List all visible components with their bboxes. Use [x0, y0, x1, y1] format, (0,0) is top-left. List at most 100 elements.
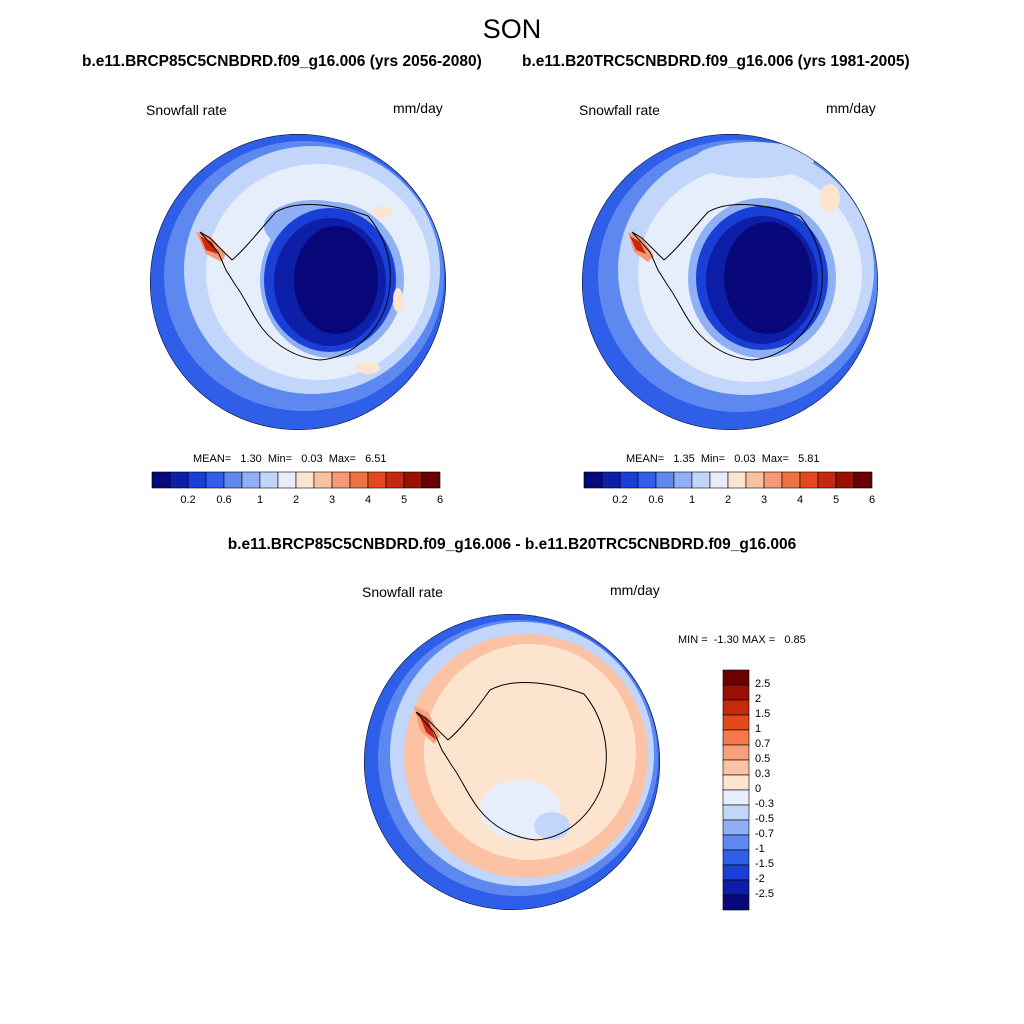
colorbar-tick-label: 0.2 — [612, 494, 628, 506]
colorbar-tick-label: -2.5 — [755, 888, 774, 900]
colorbar-swatch — [835, 471, 855, 489]
colorbar-swatch — [637, 471, 657, 489]
colorbar-swatch — [205, 471, 225, 489]
colorbar-tick-label: 4 — [796, 494, 804, 506]
colorbar-tick-label: 2 — [755, 693, 762, 705]
colorbar-tick-label: 2.5 — [755, 678, 771, 690]
colorbar-tick-label: -1.5 — [755, 858, 774, 870]
colorbar-tick-label: 1 — [755, 723, 762, 735]
colorbar-swatch — [722, 699, 750, 716]
panel-2-stats: MEAN= 1.35 Min= 0.03 Max= 5.81 — [626, 453, 820, 465]
colorbar-swatch — [722, 864, 750, 881]
panel-1-units-label: mm/day — [393, 100, 443, 116]
colorbar-swatch — [722, 774, 750, 791]
antarctica-coastline — [415, 681, 607, 841]
colorbar-swatch — [722, 849, 750, 866]
colorbar-swatch — [727, 471, 747, 489]
colorbar-tick-label: -2 — [755, 873, 765, 885]
colorbar-swatch — [781, 471, 801, 489]
colorbar-tick-label: 0.5 — [755, 753, 771, 765]
colorbar-swatch — [722, 714, 750, 731]
colorbar-swatch — [619, 471, 639, 489]
colorbar-swatch — [187, 471, 207, 489]
colorbar-swatch — [259, 471, 279, 489]
panel-2-variable-label: Snowfall rate — [579, 102, 660, 118]
map-panel-diff — [364, 614, 660, 910]
diff-variable-label: Snowfall rate — [362, 584, 443, 600]
colorbar-tick-label: -1 — [755, 843, 765, 855]
colorbar-swatch — [799, 471, 819, 489]
colorbar-tick-label: 0.2 — [180, 494, 196, 506]
panel-1-stats: MEAN= 1.30 Min= 0.03 Max= 6.51 — [193, 453, 387, 465]
diff-stats: MIN = -1.30 MAX = 0.85 — [678, 634, 806, 646]
colorbar-swatch — [763, 471, 783, 489]
colorbar-tick-label: 0 — [755, 783, 762, 795]
colorbar-swatch — [601, 471, 621, 489]
panel-2-units-label: mm/day — [826, 100, 876, 116]
colorbar-diff — [722, 669, 750, 911]
panel-2-title: b.e11.B20TRC5CNBDRD.f09_g16.006 (yrs 198… — [522, 53, 910, 70]
colorbar-swatch — [722, 789, 750, 806]
colorbar-swatch — [745, 471, 765, 489]
colorbar-swatch — [223, 471, 243, 489]
colorbar-swatch — [722, 834, 750, 851]
colorbar-swatch — [151, 471, 171, 489]
colorbar-swatch — [722, 744, 750, 761]
colorbar-panel-1 — [151, 471, 441, 489]
figure-title: SON — [482, 14, 542, 44]
colorbar-swatch — [691, 471, 711, 489]
colorbar-swatch — [817, 471, 837, 489]
colorbar-swatch — [241, 471, 261, 489]
colorbar-swatch — [367, 471, 387, 489]
colorbar-tick-label: -0.7 — [755, 828, 774, 840]
colorbar-panel-2 — [583, 471, 873, 489]
colorbar-swatch — [583, 471, 603, 489]
colorbar-tick-label: 3 — [328, 494, 336, 506]
colorbar-swatch — [655, 471, 675, 489]
colorbar-tick-label: 0.3 — [755, 768, 771, 780]
colorbar-swatch — [722, 804, 750, 821]
colorbar-swatch — [295, 471, 315, 489]
colorbar-tick-label: 5 — [832, 494, 840, 506]
colorbar-tick-label: 1 — [688, 494, 696, 506]
colorbar-tick-label: 2 — [724, 494, 732, 506]
colorbar-tick-label: 6 — [436, 494, 444, 506]
antarctica-coastline — [631, 203, 823, 361]
antarctica-coastline — [199, 203, 391, 361]
colorbar-tick-label: 2 — [292, 494, 300, 506]
colorbar-tick-label: 5 — [400, 494, 408, 506]
colorbar-tick-label: 1 — [256, 494, 264, 506]
colorbar-swatch — [421, 471, 441, 489]
colorbar-swatch — [313, 471, 333, 489]
map-panel-2 — [582, 134, 878, 430]
colorbar-tick-label: 0.7 — [755, 738, 771, 750]
colorbar-swatch — [722, 879, 750, 896]
diff-panel-title: b.e11.BRCP85C5CNBDRD.f09_g16.006 - b.e11… — [227, 536, 797, 553]
colorbar-tick-label: 0.6 — [648, 494, 664, 506]
colorbar-tick-label: 4 — [364, 494, 372, 506]
colorbar-swatch — [722, 669, 750, 686]
colorbar-swatch — [853, 471, 873, 489]
map-panel-1 — [150, 134, 446, 430]
colorbar-swatch — [722, 684, 750, 701]
colorbar-tick-label: 1.5 — [755, 708, 771, 720]
colorbar-swatch — [349, 471, 369, 489]
colorbar-tick-label: 6 — [868, 494, 876, 506]
colorbar-swatch — [277, 471, 297, 489]
colorbar-swatch — [709, 471, 729, 489]
colorbar-swatch — [385, 471, 405, 489]
colorbar-tick-label: 3 — [760, 494, 768, 506]
diff-units-label: mm/day — [610, 582, 660, 598]
panel-1-title: b.e11.BRCP85C5CNBDRD.f09_g16.006 (yrs 20… — [82, 53, 482, 70]
colorbar-swatch — [722, 759, 750, 776]
panel-1-variable-label: Snowfall rate — [146, 102, 227, 118]
colorbar-tick-label: -0.5 — [755, 813, 774, 825]
colorbar-swatch — [169, 471, 189, 489]
colorbar-swatch — [673, 471, 693, 489]
colorbar-swatch — [722, 819, 750, 836]
colorbar-swatch — [403, 471, 423, 489]
colorbar-swatch — [331, 471, 351, 489]
colorbar-tick-label: -0.3 — [755, 798, 774, 810]
colorbar-swatch — [722, 729, 750, 746]
